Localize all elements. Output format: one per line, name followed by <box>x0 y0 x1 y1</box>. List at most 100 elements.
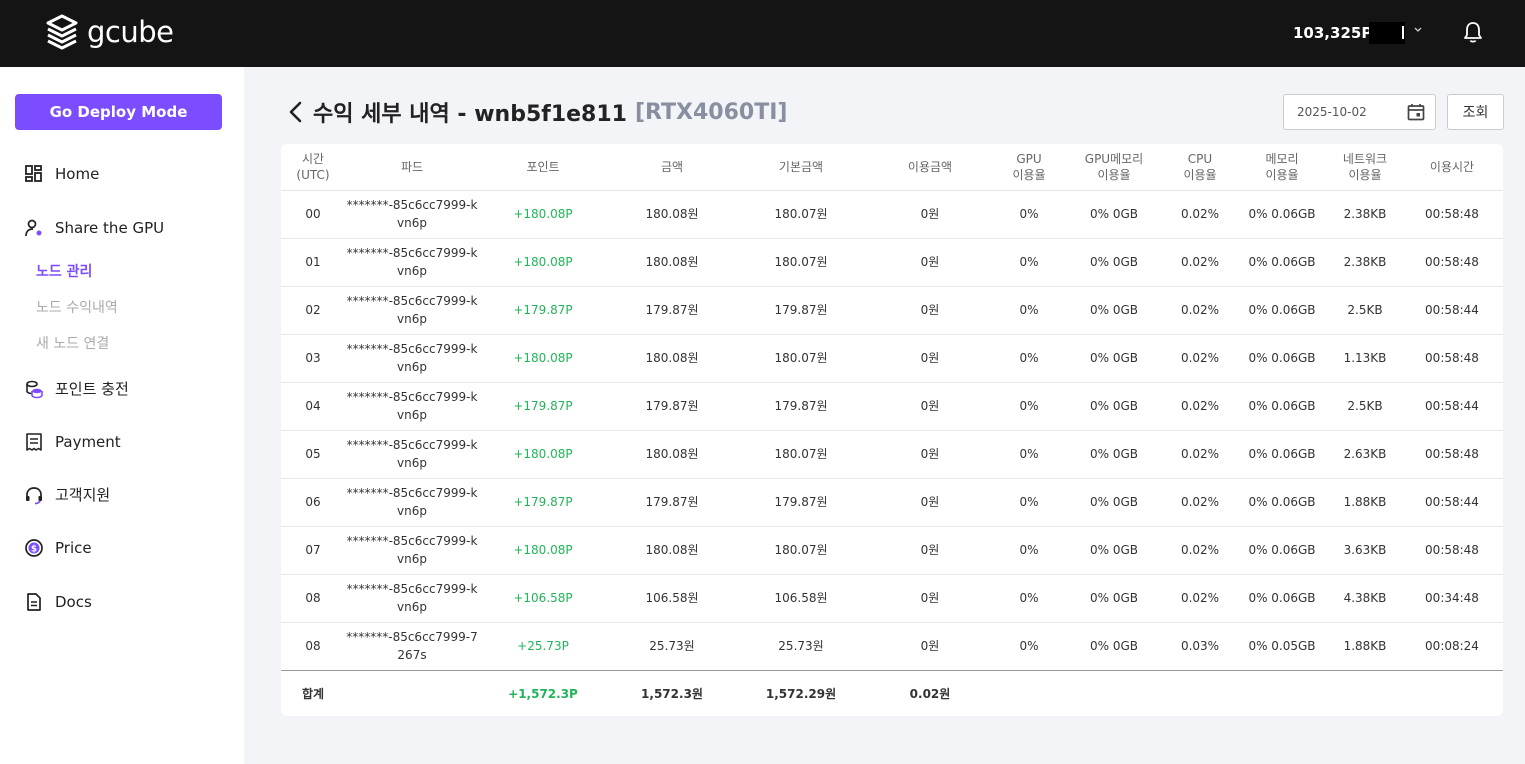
total-empty <box>1235 670 1329 717</box>
sidebar: Go Deploy Mode Home Share the GPU 노드 관리 … <box>0 67 244 764</box>
column-header-line: 이용율 <box>1348 167 1382 182</box>
cell-mem: 0% 0.06GB <box>1235 478 1329 527</box>
sidebar-item-label: Price <box>55 539 92 557</box>
column-header-line: GPU메모리 <box>1084 151 1144 166</box>
sidebar-item-share-gpu[interactable]: Share the GPU <box>24 218 164 238</box>
cell-usage: 0원 <box>865 574 995 623</box>
date-value: 2025-10-02 <box>1297 105 1367 119</box>
sidebar-item-support[interactable]: 고객지원 <box>24 484 110 505</box>
table-body: 00 *******-85c6cc7999-k vn6p +180.08P 180.08… <box>281 190 1503 717</box>
cell-base: 180.07원 <box>737 430 865 479</box>
top-bar: gcube 103,325P <box>0 0 1525 67</box>
user-menu[interactable] <box>1369 22 1405 44</box>
column-header-line: GPU <box>1016 151 1042 166</box>
cell-net: 2.5KB <box>1329 286 1401 335</box>
cell-gpumem: 0% 0GB <box>1063 238 1165 287</box>
pod-name-line: *******-85c6cc7999-k <box>346 438 478 452</box>
sidebar-item-point-charge[interactable]: 포인트 충전 <box>24 378 129 399</box>
total-empty <box>1063 670 1165 717</box>
column-header: 이용시간 <box>1401 144 1503 191</box>
column-header-line: 이용율 <box>1183 167 1217 182</box>
cell-time: 07 <box>281 526 345 575</box>
dollar-circle-icon: $ <box>25 539 43 557</box>
calendar-icon[interactable] <box>1407 103 1425 121</box>
table-row: 08 *******-85c6cc7999-7 267s +25.73P 25.73원 2… <box>281 622 1503 671</box>
go-deploy-mode-button[interactable]: Go Deploy Mode <box>15 94 222 130</box>
cell-pod: *******-85c6cc7999-7 267s <box>345 622 479 671</box>
cell-gpu: 0% <box>995 190 1063 239</box>
total-label: 합계 <box>301 686 325 701</box>
headset-icon <box>26 486 42 504</box>
column-header: 메모리 이용율 <box>1235 144 1329 191</box>
cell-gpumem: 0% 0GB <box>1063 574 1165 623</box>
sidebar-item-payment[interactable]: Payment <box>24 432 121 452</box>
cell-duration: 00:58:44 <box>1401 382 1503 431</box>
sidebar-item-label: 고객지원 <box>55 486 111 504</box>
column-header-line: CPU <box>1187 151 1213 166</box>
pod-name-line: *******-85c6cc7999-k <box>346 246 478 260</box>
cell-pod: *******-85c6cc7999-k vn6p <box>345 334 479 383</box>
cell-net: 1.88KB <box>1329 622 1401 671</box>
cell-gpumem: 0% 0GB <box>1063 430 1165 479</box>
cell-net: 1.13KB <box>1329 334 1401 383</box>
revenue-table-card: 시간 (UTC) 파드 포인트 금액 기본금액 이용금액 GPU 이용율 GPU메모리 이용율 CPU… <box>281 144 1503 716</box>
cell-usage: 0원 <box>865 382 995 431</box>
total-point: +1,572.3P <box>508 686 578 701</box>
cell-base: 180.07원 <box>737 190 865 239</box>
total-base: 1,572.29원 <box>765 686 837 701</box>
sidebar-item-price[interactable]: $ Price <box>24 538 92 558</box>
column-header-line: (UTC) <box>296 167 330 182</box>
cell-cpu: 0.02% <box>1165 286 1235 335</box>
cell-duration: 00:58:48 <box>1401 334 1503 383</box>
column-header: 기본금액 <box>737 144 865 191</box>
cell-gpu: 0% <box>995 574 1063 623</box>
sidebar-sub-new-node[interactable]: 새 노드 연결 <box>36 336 110 352</box>
cell-usage: 0원 <box>865 430 995 479</box>
cell-point: +106.58P <box>479 574 607 623</box>
cell-base: 179.87원 <box>737 286 865 335</box>
cell-cpu: 0.02% <box>1165 574 1235 623</box>
cell-cpu: 0.02% <box>1165 526 1235 575</box>
cell-base: 179.87원 <box>737 478 865 527</box>
revenue-table: 시간 (UTC) 파드 포인트 금액 기본금액 이용금액 GPU 이용율 GPU메모리 이용율 CPU… <box>281 144 1503 717</box>
pod-name-line: *******-85c6cc7999-k <box>346 198 478 212</box>
gpu-model-tag: [RTX4060TI] <box>634 99 788 125</box>
column-header: 이용금액 <box>865 144 995 191</box>
sidebar-sub-node-revenue[interactable]: 노드 수익내역 <box>36 300 118 316</box>
back-arrow-icon[interactable] <box>287 99 305 125</box>
sidebar-item-docs[interactable]: Docs <box>24 592 92 612</box>
cell-amount: 180.08원 <box>607 238 737 287</box>
cell-net: 2.63KB <box>1329 430 1401 479</box>
cell-time: 08 <box>281 622 345 671</box>
date-picker-input[interactable]: 2025-10-02 <box>1283 94 1436 130</box>
pod-name-line: *******-85c6cc7999-k <box>346 390 478 404</box>
column-header-line: 네트워크 <box>1342 151 1388 166</box>
cell-cpu: 0.02% <box>1165 334 1235 383</box>
table-row: 08 *******-85c6cc7999-k vn6p +106.58P 106.58… <box>281 574 1503 623</box>
pod-name-line: 267s <box>397 648 427 662</box>
logo[interactable]: gcube <box>45 14 174 50</box>
query-button[interactable]: 조회 <box>1447 94 1504 130</box>
user-gear-icon <box>25 219 42 237</box>
pod-name-line: vn6p <box>397 504 427 518</box>
sidebar-item-home[interactable]: Home <box>24 164 99 184</box>
sidebar-sub-node-management[interactable]: 노드 관리 <box>36 264 93 280</box>
cell-duration: 00:34:48 <box>1401 574 1503 623</box>
column-header-line: 이용율 <box>1265 167 1299 182</box>
cell-point: +180.08P <box>479 430 607 479</box>
column-header-line: 파드 <box>400 159 424 174</box>
table-row: 00 *******-85c6cc7999-k vn6p +180.08P 180.08… <box>281 190 1503 239</box>
chevron-down-icon[interactable] <box>1412 24 1424 36</box>
cell-mem: 0% 0.06GB <box>1235 238 1329 287</box>
cell-point: +179.87P <box>479 286 607 335</box>
cell-point: +179.87P <box>479 382 607 431</box>
cell-gpu: 0% <box>995 334 1063 383</box>
bell-icon[interactable] <box>1462 20 1484 44</box>
cell-gpu: 0% <box>995 526 1063 575</box>
total-empty <box>1329 670 1401 717</box>
pod-name-line: vn6p <box>397 552 427 566</box>
cell-usage: 0원 <box>865 478 995 527</box>
cell-pod: *******-85c6cc7999-k vn6p <box>345 238 479 287</box>
cell-cpu: 0.02% <box>1165 190 1235 239</box>
column-header: GPU메모리 이용율 <box>1063 144 1165 191</box>
